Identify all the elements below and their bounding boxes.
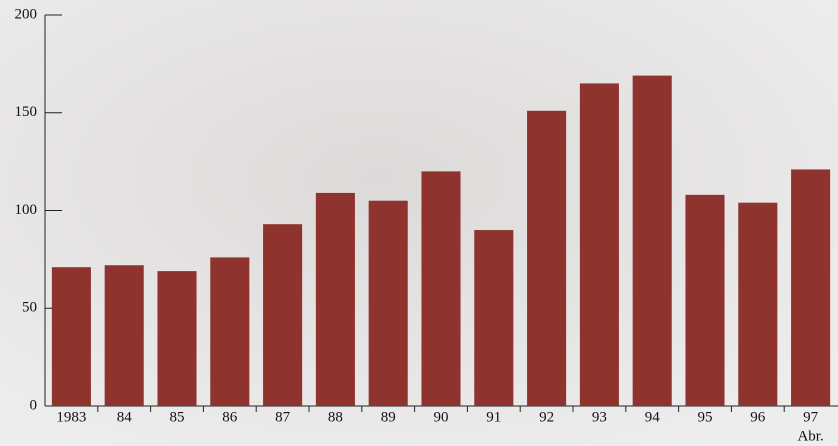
x-tick-label: 97	[803, 409, 819, 425]
y-tick-label: 0	[30, 397, 38, 413]
bar	[315, 192, 355, 406]
y-tick-label: 150	[15, 104, 38, 120]
bar	[527, 110, 567, 407]
x-tick-label: 92	[539, 409, 554, 425]
x-tick-label: 87	[275, 409, 291, 425]
y-tick-label: 200	[15, 6, 38, 22]
x-tick-label: 89	[381, 409, 396, 425]
y-tick-label: 100	[15, 202, 38, 218]
bar	[157, 271, 197, 406]
bar	[579, 83, 619, 407]
bar	[368, 200, 408, 406]
x-tick-label: 84	[117, 409, 133, 425]
x-tick-label: 95	[698, 409, 713, 425]
x-tick-label: 96	[750, 409, 766, 425]
x-tick-label: 93	[592, 409, 607, 425]
bar	[685, 194, 725, 406]
x-tick-label: 85	[170, 409, 185, 425]
bar	[632, 75, 672, 406]
x-tick-label: 88	[328, 409, 343, 425]
bar	[474, 230, 514, 406]
bar	[263, 224, 303, 406]
annotation: Abr.	[797, 428, 823, 444]
bar	[738, 202, 778, 406]
x-tick-label: 1983	[56, 409, 86, 425]
bar	[210, 257, 250, 406]
x-tick-label: 91	[486, 409, 501, 425]
x-tick-label: 90	[434, 409, 449, 425]
bar	[104, 265, 144, 406]
x-tick-label: 86	[222, 409, 238, 425]
bar	[51, 267, 91, 406]
bar	[791, 169, 831, 406]
y-tick-label: 50	[22, 300, 37, 316]
bar	[421, 171, 461, 406]
x-tick-label: 94	[645, 409, 661, 425]
